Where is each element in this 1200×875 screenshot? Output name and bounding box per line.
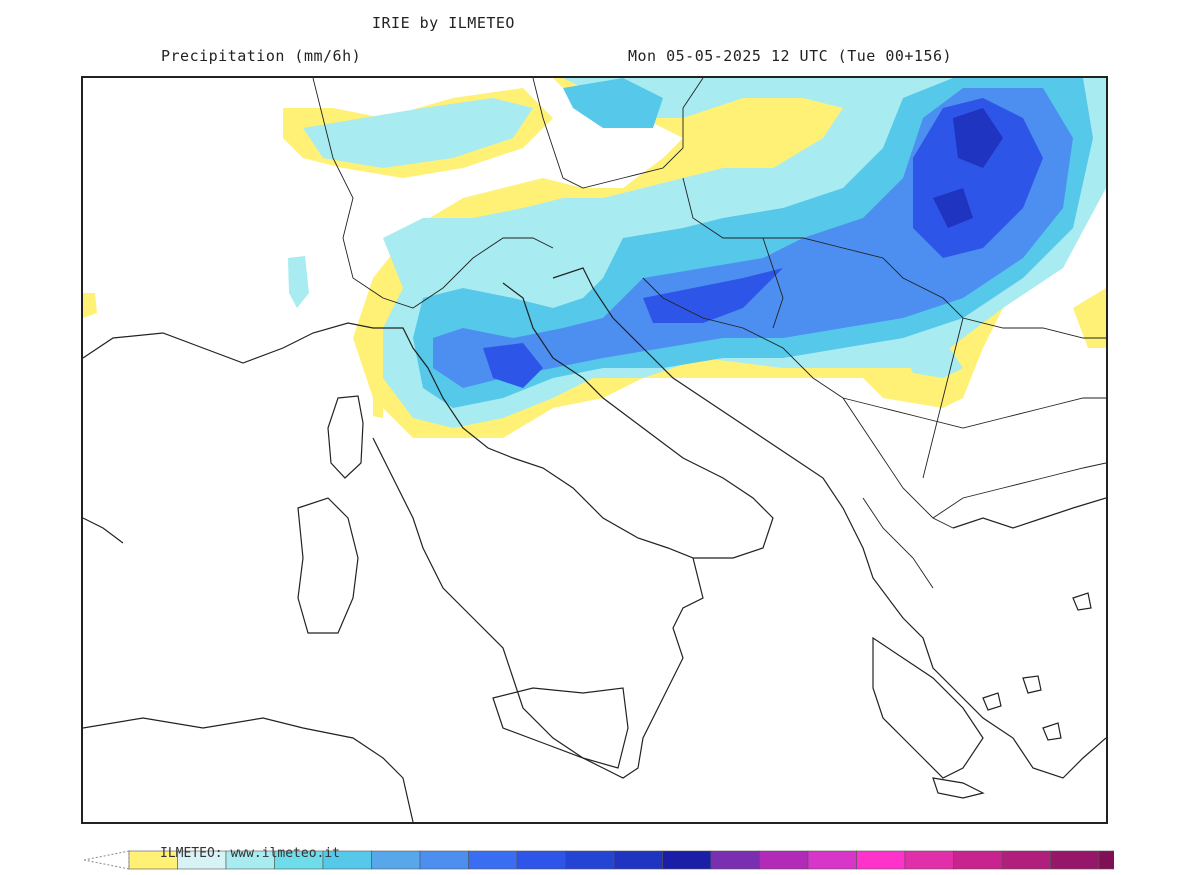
italy-coastline — [372, 327, 704, 779]
italy-adriatic-coast — [502, 282, 774, 559]
colorbar-min-arrow — [84, 850, 130, 870]
run-timestamp: Mon 05-05-2025 12 UTC (Tue 00+156) — [628, 47, 953, 65]
colorbar-cell — [1050, 850, 1100, 870]
variable-label: Precipitation (mm/6h) — [161, 47, 362, 65]
spain-coastline — [83, 517, 124, 544]
precip-area-cyan-light — [303, 98, 533, 168]
precip-area-blue-dark — [643, 268, 783, 323]
country-border — [932, 462, 1106, 519]
greek-island — [1042, 722, 1062, 741]
colorbar-cell — [516, 850, 566, 870]
africa-coastline — [83, 717, 414, 822]
greece-coastline — [872, 636, 984, 779]
country-border — [762, 237, 784, 329]
precip-layer — [83, 78, 1106, 438]
sicily-coastline — [492, 687, 629, 769]
precip-area-cyan-light — [903, 338, 963, 378]
colorbar-cell — [371, 850, 421, 870]
precip-area-navy — [933, 188, 973, 228]
precip-area-light — [83, 293, 97, 318]
colorbar-cell — [565, 850, 615, 870]
colorbar-cell — [904, 850, 954, 870]
chart-title: IRIE by ILMETEO — [372, 14, 515, 32]
colorbar-cell — [1001, 850, 1051, 870]
precipitation-colorbar — [84, 850, 1114, 870]
balkan-coastline — [552, 267, 1106, 779]
precipitation-map — [81, 76, 1108, 824]
colorbar-cell — [613, 850, 663, 870]
country-border — [922, 317, 964, 479]
coastline-layer — [83, 78, 1106, 822]
colorbar-cell — [710, 850, 760, 870]
map-canvas — [83, 78, 1106, 822]
colorbar-cell — [953, 850, 1003, 870]
greek-island — [982, 692, 1002, 711]
precip-area-blue-dark — [483, 343, 543, 388]
colorbar-cell — [419, 850, 469, 870]
corsica-coastline — [327, 395, 364, 479]
greek-island — [932, 777, 985, 799]
greek-island — [1072, 592, 1092, 611]
colorbar-cell — [662, 850, 712, 870]
colorbar-cell — [468, 850, 518, 870]
greek-island — [1022, 675, 1042, 694]
aegean-coast — [952, 497, 1106, 529]
watermark-text: ILMETEO: www.ilmeteo.it — [160, 846, 341, 861]
country-border — [532, 78, 704, 189]
colorbar-cell — [856, 850, 906, 870]
colorbar-cells — [84, 850, 1114, 870]
country-border — [312, 78, 554, 309]
france-coastline — [83, 322, 374, 364]
precip-area-light — [373, 398, 383, 418]
colorbar-cell — [759, 850, 809, 870]
precip-area-navy — [953, 108, 1003, 168]
colorbar-cell — [807, 850, 857, 870]
sardinia-coastline — [297, 497, 359, 634]
colorbar-cell — [1098, 850, 1114, 870]
country-border — [862, 497, 934, 589]
country-border — [682, 177, 1106, 339]
precip-area-cyan-light — [288, 256, 309, 308]
precip-area-sky — [563, 78, 663, 128]
precip-area-light — [1073, 288, 1106, 348]
country-border — [842, 397, 1106, 429]
country-border — [642, 277, 954, 529]
